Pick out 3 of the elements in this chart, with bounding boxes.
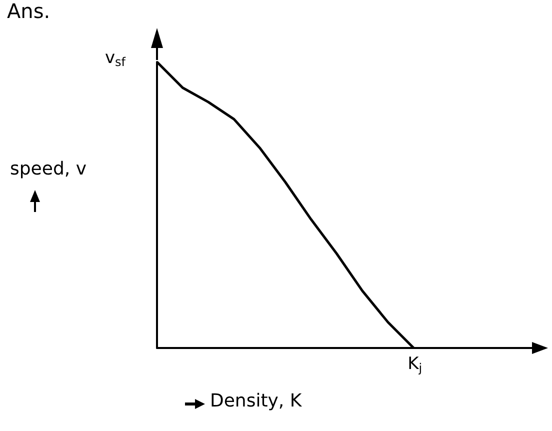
chart-title: Ans. — [7, 0, 50, 23]
x-axis-title: Density, K — [210, 390, 303, 412]
y-axis-title: speed, v — [10, 158, 87, 180]
